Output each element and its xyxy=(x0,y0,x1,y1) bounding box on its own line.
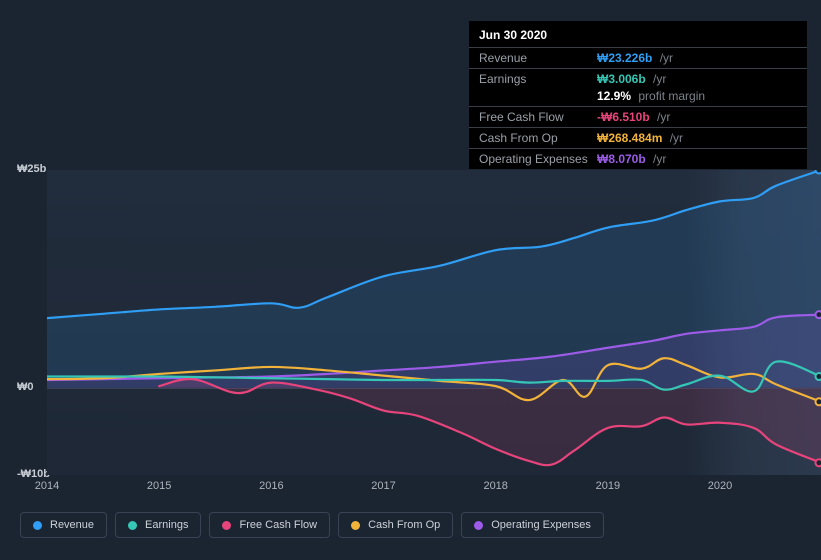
tooltip-row: Earnings₩3.006b /yr xyxy=(469,68,807,89)
legend-label: Free Cash Flow xyxy=(239,519,317,531)
chart-x-tick: 2016 xyxy=(259,480,283,492)
tooltip-row: Revenue₩23.226b /yr xyxy=(469,47,807,68)
tooltip-row-value: -₩6.510b /yr xyxy=(597,110,670,124)
chart-x-tick: 2018 xyxy=(483,480,507,492)
tooltip-rows: Revenue₩23.226b /yrEarnings₩3.006b /yr12… xyxy=(469,47,807,169)
legend-item-revenue[interactable]: Revenue xyxy=(20,512,107,538)
chart-x-tick: 2020 xyxy=(708,480,732,492)
tooltip-row-unit: /yr xyxy=(666,131,683,145)
legend-dot-icon xyxy=(33,521,42,530)
chart-x-axis: 2014201520162017201820192020 xyxy=(47,480,821,498)
chart-x-tick: 2017 xyxy=(371,480,395,492)
chart-x-tick: 2014 xyxy=(35,480,59,492)
chart-y-label: ₩0 xyxy=(17,381,34,393)
opex-end-marker xyxy=(816,311,821,318)
chart-x-tick: 2019 xyxy=(596,480,620,492)
financials-chart-panel: Jun 30 2020 Revenue₩23.226b /yrEarnings₩… xyxy=(0,0,821,560)
tooltip-row-value: ₩23.226b /yr xyxy=(597,51,673,65)
legend-label: Revenue xyxy=(50,519,94,531)
legend-label: Earnings xyxy=(145,519,188,531)
legend-dot-icon xyxy=(351,521,360,530)
tooltip-row-unit: /yr xyxy=(650,72,667,86)
tooltip-row-value: ₩3.006b /yr xyxy=(597,72,666,86)
legend-dot-icon xyxy=(222,521,231,530)
chart-plot[interactable] xyxy=(47,170,821,475)
chart-legend: Revenue Earnings Free Cash Flow Cash From O… xyxy=(20,512,604,538)
tooltip-row-unit: profit margin xyxy=(635,89,705,103)
chart-area: ₩25b₩0-₩10b xyxy=(17,155,821,475)
tooltip-row-label: Cash From Op xyxy=(479,131,597,145)
legend-label: Cash From Op xyxy=(368,519,440,531)
legend-label: Operating Expenses xyxy=(491,519,591,531)
tooltip-row: 12.9% profit margin xyxy=(469,89,807,106)
chart-tooltip: Jun 30 2020 Revenue₩23.226b /yrEarnings₩… xyxy=(469,21,807,169)
legend-item-cashop[interactable]: Cash From Op xyxy=(338,512,453,538)
chart-svg xyxy=(47,170,821,475)
tooltip-row-label: Revenue xyxy=(479,51,597,65)
chart-x-tick: 2015 xyxy=(147,480,171,492)
legend-dot-icon xyxy=(474,521,483,530)
legend-item-earnings[interactable]: Earnings xyxy=(115,512,201,538)
revenue-end-marker xyxy=(816,170,821,174)
chart-y-label: -₩10b xyxy=(17,468,50,480)
tooltip-row: Cash From Op₩268.484m /yr xyxy=(469,127,807,148)
tooltip-row-unit: /yr xyxy=(656,51,673,65)
tooltip-date: Jun 30 2020 xyxy=(469,21,807,47)
tooltip-row: Free Cash Flow-₩6.510b /yr xyxy=(469,106,807,127)
tooltip-row-label: Earnings xyxy=(479,72,597,86)
cashop-end-marker xyxy=(816,398,821,405)
tooltip-row-unit: /yr xyxy=(654,110,671,124)
legend-item-fcf[interactable]: Free Cash Flow xyxy=(209,512,330,538)
legend-dot-icon xyxy=(128,521,137,530)
tooltip-row-value: ₩268.484m /yr xyxy=(597,131,683,145)
chart-y-label: ₩25b xyxy=(17,163,46,175)
tooltip-row-value: 12.9% profit margin xyxy=(597,89,705,103)
legend-item-opex[interactable]: Operating Expenses xyxy=(461,512,604,538)
earnings-end-marker xyxy=(816,373,821,380)
tooltip-row-label: Free Cash Flow xyxy=(479,110,597,124)
fcf-end-marker xyxy=(816,459,821,466)
